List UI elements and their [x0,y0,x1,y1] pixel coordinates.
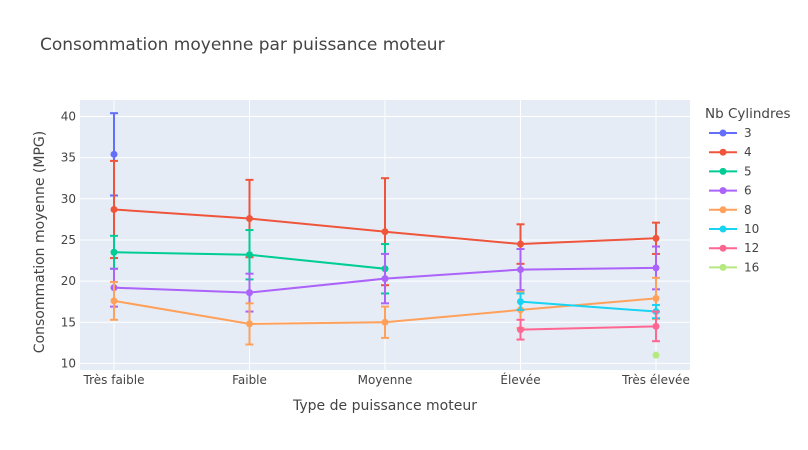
data-point [246,289,253,297]
data-point [110,297,118,305]
data-point [110,205,118,213]
legend-item-8[interactable]: 8 [709,203,752,217]
series-line [520,300,657,313]
x-tick-label: Élevée [500,372,540,387]
series-layer [110,112,660,359]
x-tick-label: Très faible [83,373,145,387]
legend-marker [719,244,727,252]
y-tick-label: 35 [61,151,76,165]
legend-marker [719,263,727,271]
legend-marker [719,148,727,156]
legend-item-5[interactable]: 5 [709,164,752,178]
x-tick-label: Moyenne [358,373,413,387]
series-16 [652,351,660,359]
data-point [652,264,660,272]
legend-marker [719,129,727,137]
legend-marker [719,225,727,233]
legend-title: Nb Cylindres [705,106,791,122]
legend-label: 12 [744,241,759,255]
data-point [652,351,660,359]
data-point [652,294,660,302]
legend-marker [719,206,727,214]
x-axis-title: Type de puissance moteur [292,398,477,414]
data-point [246,215,253,223]
y-tick-label: 30 [61,192,76,206]
y-axis-title: Consommation moyenne (MPG) [32,131,48,353]
legend-item-6[interactable]: 6 [709,184,752,198]
data-point [517,326,524,334]
series-12 [516,310,660,343]
legend-label: 8 [744,203,752,217]
legend-label: 10 [744,222,759,236]
data-point [517,240,524,248]
chart-title: Consommation moyenne par puissance moteu… [40,35,445,55]
legend-item-10[interactable]: 10 [709,222,759,236]
y-tick-label: 10 [61,356,76,370]
legend-label: 5 [744,164,752,178]
data-point [381,318,389,326]
y-tick-label: 20 [61,274,76,288]
legend-item-3[interactable]: 3 [709,126,752,140]
legend-label: 4 [744,145,752,159]
legend-item-16[interactable]: 16 [709,260,759,274]
data-point [110,248,118,256]
data-point [652,322,660,330]
data-point [246,320,253,328]
legend-item-12[interactable]: 12 [709,241,759,255]
series-line [520,325,657,331]
legend-marker [719,167,727,175]
data-point [110,150,118,158]
y-axis-ticks: 10 15 20 25 30 35 40 [61,109,76,370]
x-tick-label: Très élevée [621,373,690,387]
x-tick-label: Faible [232,373,267,387]
data-point [246,251,253,259]
legend-label: 6 [744,184,752,198]
data-point [381,228,389,236]
x-axis-ticks: Très faible Faible Moyenne Élevée Très élevé… [83,372,690,387]
data-point [381,275,389,283]
y-tick-label: 15 [61,315,76,329]
legend-item-4[interactable]: 4 [709,145,752,159]
data-point [652,234,660,242]
legend-marker [719,187,727,195]
data-point [517,266,524,274]
legend[interactable]: 3 4 5 6 8 10 12 16 [709,126,759,274]
data-point [517,298,524,306]
y-tick-label: 25 [61,233,76,247]
legend-label: 16 [744,260,759,274]
y-tick-label: 40 [61,109,76,123]
legend-label: 3 [744,126,752,140]
